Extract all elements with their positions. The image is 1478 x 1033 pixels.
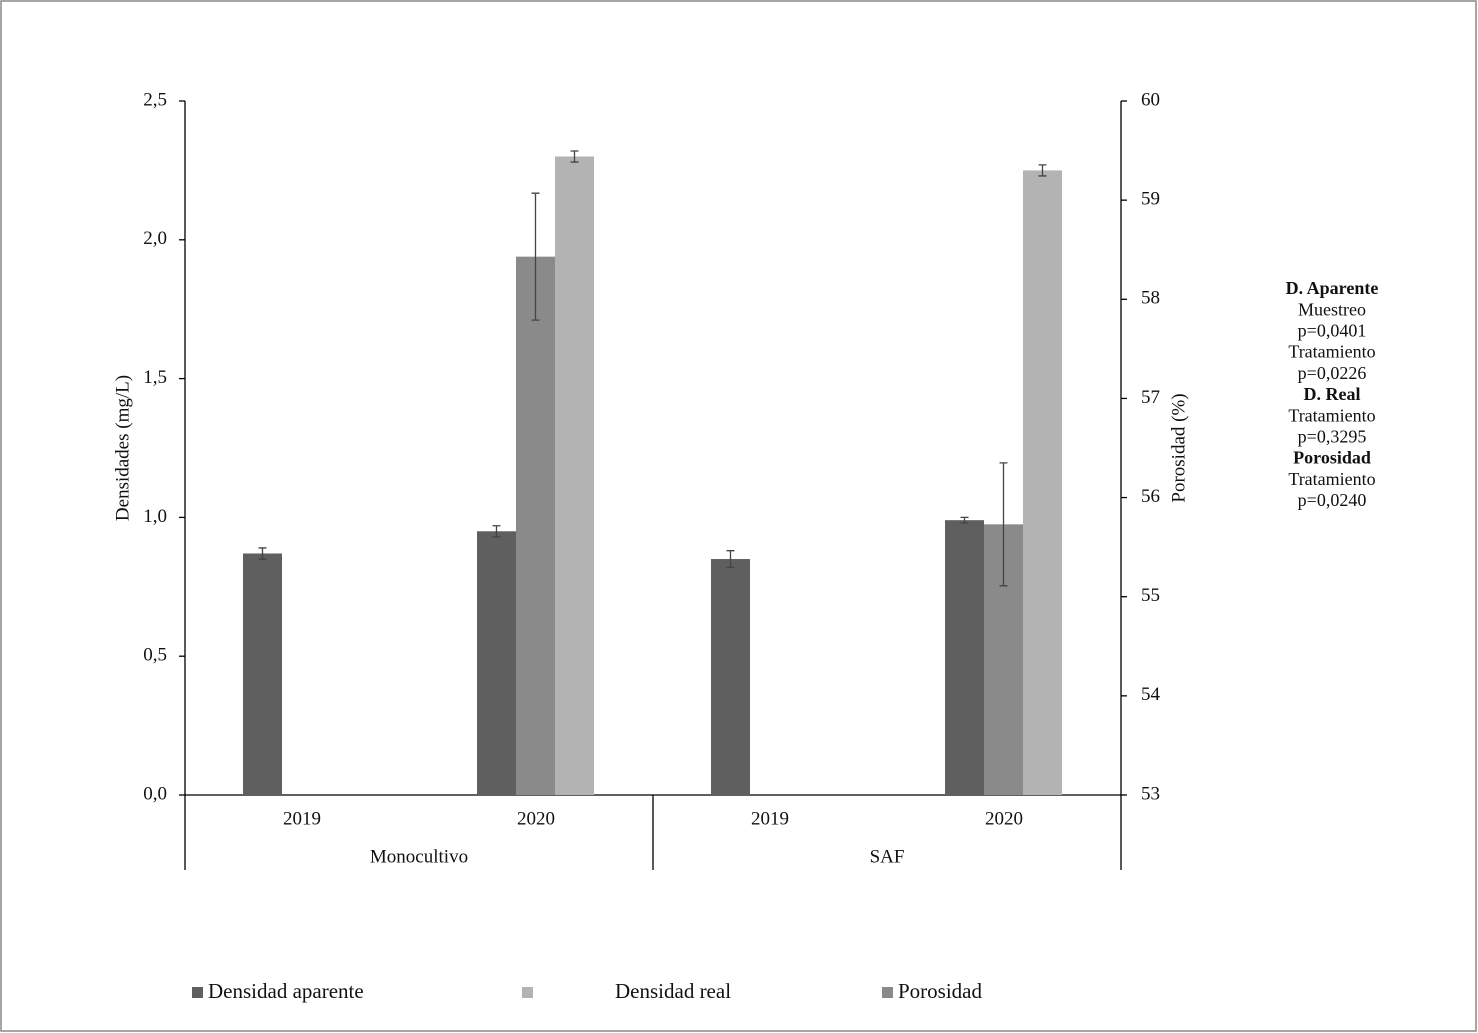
x-tick-label: 2020 — [517, 808, 555, 829]
annotation: Tratamiento — [1288, 469, 1375, 489]
legend-swatch — [882, 987, 893, 998]
y2-tick-label: 56 — [1141, 486, 1160, 507]
y2-tick-label: 54 — [1141, 684, 1161, 705]
annotation: D. Real — [1304, 384, 1361, 404]
y2-axis-label: Porosidad (%) — [1168, 393, 1189, 502]
y2-tick-label: 59 — [1141, 189, 1160, 210]
x-tick-label: 2019 — [751, 808, 789, 829]
annotation: p=0,0226 — [1298, 363, 1367, 383]
error-bar — [999, 462, 1008, 587]
y2-tick-label: 55 — [1141, 585, 1160, 606]
annotation: D. Aparente — [1286, 278, 1379, 298]
group-label: SAF — [870, 846, 905, 867]
y-tick-label: 2,0 — [143, 228, 167, 249]
y-tick-label: 2,5 — [143, 89, 167, 110]
x-tick-label: 2020 — [985, 808, 1023, 829]
legend-swatch — [522, 987, 533, 998]
y-axis-label: Densidades (mg/L) — [112, 375, 133, 521]
error-bar — [258, 547, 267, 560]
annotation: Tratamiento — [1288, 405, 1375, 425]
bar — [243, 553, 282, 795]
bar — [516, 256, 555, 795]
group-label: Monocultivo — [370, 846, 468, 867]
legend-label: Densidad aparente — [208, 979, 364, 1003]
legend-label: Porosidad — [898, 979, 983, 1003]
bar — [555, 156, 594, 795]
error-bar — [960, 516, 969, 524]
y-tick-label: 1,0 — [143, 506, 167, 527]
y-tick-label: 1,5 — [143, 367, 167, 388]
annotation: Tratamiento — [1288, 342, 1375, 362]
error-bar — [570, 150, 579, 163]
annotation: p=0,0240 — [1298, 490, 1367, 510]
y2-tick-label: 58 — [1141, 288, 1160, 309]
annotation: p=0,3295 — [1298, 427, 1367, 447]
bar — [711, 559, 750, 795]
annotation: p=0,0401 — [1298, 321, 1367, 341]
error-bar — [531, 192, 540, 321]
error-bar — [492, 525, 501, 538]
y2-tick-label: 60 — [1141, 89, 1160, 110]
error-bar — [1038, 164, 1047, 177]
x-tick-label: 2019 — [283, 808, 321, 829]
annotation: Porosidad — [1293, 448, 1371, 468]
y-tick-label: 0,0 — [143, 783, 167, 804]
bar — [1023, 170, 1062, 795]
annotation: Muestreo — [1298, 299, 1366, 319]
y2-tick-label: 57 — [1141, 387, 1160, 408]
legend-label: Densidad real — [615, 979, 731, 1003]
bar — [477, 531, 516, 795]
y-tick-label: 0,5 — [143, 645, 167, 666]
error-bar — [726, 550, 735, 569]
legend-swatch — [192, 987, 203, 998]
bar — [945, 520, 984, 795]
y2-tick-label: 53 — [1141, 783, 1160, 804]
